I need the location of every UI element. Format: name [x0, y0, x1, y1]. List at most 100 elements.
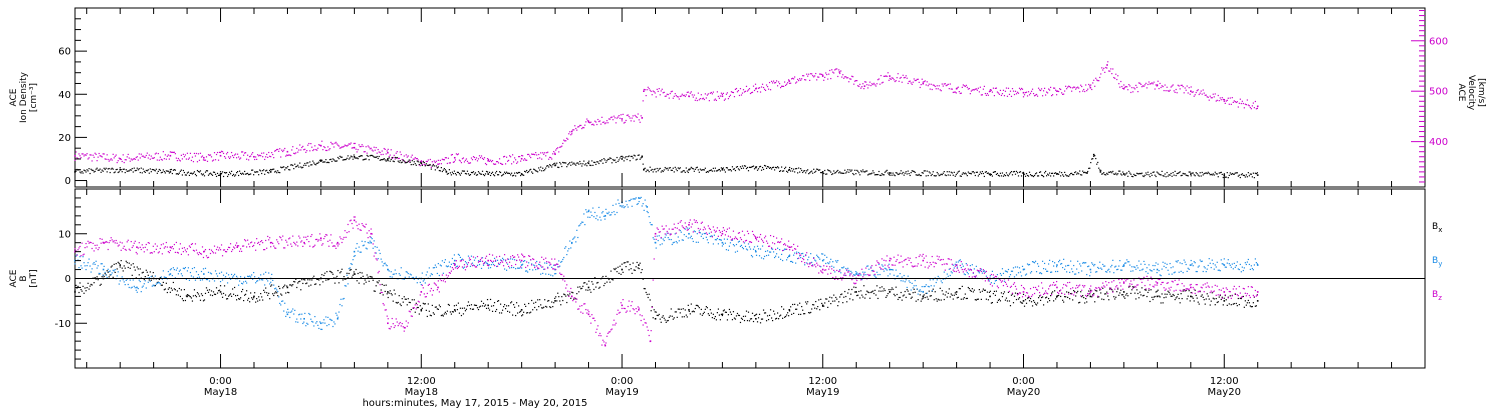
- velocity-sample: [389, 154, 391, 156]
- by-sample: [1194, 262, 1196, 264]
- bx-sample: [1217, 301, 1219, 303]
- velocity-sample: [1148, 81, 1150, 83]
- velocity-sample: [862, 83, 864, 85]
- by-sample: [138, 279, 140, 281]
- velocity-sample: [827, 78, 829, 80]
- ion-density-sample: [382, 158, 384, 161]
- velocity-sample: [1171, 85, 1173, 87]
- bx-sample: [650, 310, 652, 312]
- by-sample: [794, 252, 796, 254]
- by-sample: [329, 318, 331, 320]
- by-sample: [499, 259, 502, 261]
- velocity-sample: [76, 157, 78, 159]
- by-point: [855, 273, 858, 275]
- by-sample: [800, 256, 802, 259]
- velocity-sample: [987, 94, 989, 96]
- bx-sample: [965, 297, 967, 300]
- by-sample: [829, 261, 831, 263]
- ion-density-sample: [309, 161, 311, 163]
- by-sample: [388, 270, 390, 272]
- ion-density-sample: [254, 171, 256, 173]
- ion-density-sample: [355, 157, 357, 159]
- ion-density-sample: [1200, 175, 1202, 177]
- ion-density-sample: [579, 160, 581, 163]
- bx-sample: [976, 298, 978, 300]
- by-sample: [879, 273, 881, 276]
- velocity-sample: [969, 93, 971, 95]
- velocity-sample: [668, 97, 670, 99]
- ion-density-sample: [112, 168, 114, 170]
- bx-sample: [308, 285, 310, 287]
- velocity-sample: [276, 148, 278, 151]
- velocity-sample: [503, 155, 506, 158]
- by-sample: [424, 282, 426, 284]
- bz-point: [637, 309, 640, 311]
- bx-sample: [816, 308, 818, 310]
- ion-density-sample: [1238, 174, 1240, 176]
- bx-sample: [331, 272, 333, 274]
- ion-density-sample: [963, 173, 965, 175]
- velocity-sample: [693, 94, 695, 96]
- velocity-sample: [113, 157, 115, 159]
- ion-density-sample: [837, 169, 839, 172]
- velocity-sample: [1138, 82, 1140, 84]
- by-sample: [586, 211, 588, 213]
- bx-sample: [981, 290, 983, 292]
- bz-point: [303, 241, 305, 244]
- ion-density-sample: [1212, 173, 1214, 175]
- bx-sample: [942, 293, 944, 295]
- velocity-sample: [814, 75, 816, 77]
- velocity-sample: [1237, 106, 1239, 108]
- by-sample: [1088, 265, 1090, 267]
- by-sample: [1048, 263, 1050, 265]
- by-sample: [591, 214, 593, 217]
- ion-density-sample: [1029, 174, 1032, 176]
- by-sample: [900, 280, 902, 282]
- by-sample: [1192, 265, 1194, 267]
- velocity-sample: [176, 160, 178, 162]
- by-sample: [1204, 267, 1206, 269]
- velocity-sample: [1205, 94, 1207, 96]
- bz-point: [520, 259, 523, 262]
- by-sample: [1039, 272, 1042, 274]
- velocity-sample: [672, 97, 674, 99]
- bx-point: [855, 291, 858, 293]
- ion-density-sample: [501, 174, 504, 176]
- bx-sample: [834, 300, 836, 302]
- ion-density-sample: [274, 171, 276, 173]
- velocity-sample: [1142, 85, 1144, 87]
- velocity-sample: [458, 159, 461, 161]
- bx-sample: [523, 311, 525, 313]
- by-sample: [1198, 265, 1200, 267]
- bx-sample: [109, 274, 111, 276]
- by-sample: [477, 260, 480, 262]
- ion-density-sample: [173, 169, 175, 171]
- bx-sample: [833, 294, 835, 296]
- velocity-sample: [575, 127, 577, 130]
- ion-density-sample: [514, 172, 516, 174]
- ion-density-sample: [114, 171, 116, 173]
- ion-density-sample: [999, 172, 1002, 174]
- bx-sample: [912, 292, 914, 294]
- by-sample: [104, 271, 106, 274]
- velocity-sample: [419, 165, 421, 167]
- velocity-sample: [1214, 93, 1216, 95]
- velocity-sample: [353, 142, 355, 145]
- bx-sample: [173, 288, 175, 290]
- ion-density-sample: [1121, 174, 1123, 176]
- ion-density-sample: [480, 173, 483, 175]
- ion-density-sample: [907, 170, 909, 172]
- ion-density-sample: [1216, 173, 1218, 175]
- by-sample: [88, 258, 90, 260]
- velocity-sample: [935, 88, 937, 90]
- bx-sample: [554, 297, 556, 300]
- velocity-sample: [665, 95, 667, 97]
- bx-sample: [1185, 289, 1187, 292]
- bx-sample: [1216, 301, 1218, 304]
- bx-sample: [712, 313, 714, 315]
- ion-density-sample: [1014, 173, 1017, 175]
- velocity-sample: [918, 81, 920, 83]
- velocity-sample: [910, 82, 912, 84]
- bx-sample: [451, 311, 453, 313]
